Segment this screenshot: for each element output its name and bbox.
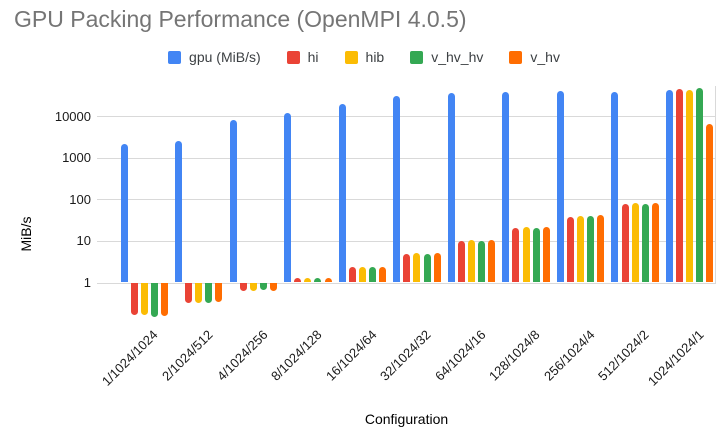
x-tick-label-8-1024-128: 8/1024/128 [268,327,325,384]
bar-gpu-mib-s--128-1024-8 [502,91,510,283]
bar-v-hv-hv-512-1024-2 [641,203,649,283]
bar-gpu-mib-s--1-1024-1024 [120,144,128,283]
bar-hib-256-1024-4 [577,216,585,283]
bar-v-hv-128-1024-8 [542,227,550,283]
x-tick-label-16-1024-64: 16/1024/64 [322,327,380,384]
bar-gpu-mib-s--2-1024-512 [175,141,183,283]
bar-hib-1024-1024-1 [686,89,694,283]
bar-v-hv-32-1024-32 [433,253,441,283]
gridline-1000 [97,157,716,159]
chart-legend: gpu (MiB/s) hi hib v_hv_hv v_hv [0,48,728,66]
gridline-10000 [97,116,716,118]
legend-swatch-icon [168,50,182,64]
bar-v-hv-1-1024-1024 [160,282,168,316]
bar-hib-1-1024-1024 [140,282,148,315]
bar-hib-4-1024-256 [249,282,257,291]
legend-item-v-hv: v_hv [509,49,560,65]
legend-item-hib: hib [344,49,385,65]
y-tick-label-1: 1 [83,275,91,290]
x-tick-label-1024-1024-1: 1024/1024/1 [644,327,707,389]
bar-hi-8-1024-128 [294,278,302,283]
x-tick-label-64-1024-16: 64/1024/16 [431,327,489,384]
bar-v-hv-4-1024-256 [270,282,277,291]
legend-item-v-hv-hv: v_hv_hv [410,49,483,65]
bar-v-hv-64-1024-16 [488,240,496,283]
legend-item-gpu-mib-s-: gpu (MiB/s) [168,49,261,65]
plot-right-border [715,86,716,284]
bar-hi-16-1024-64 [348,266,356,283]
x-tick-label-128-1024-8: 128/1024/8 [486,327,543,384]
gridline-100 [97,199,716,201]
bar-hi-32-1024-32 [403,254,411,283]
bar-v-hv-hv-128-1024-8 [532,228,540,283]
x-tick-label-256-1024-4: 256/1024/4 [540,327,598,384]
y-tick-label-10000: 10000 [54,108,91,124]
bar-hi-4-1024-256 [239,282,247,292]
bar-v-hv-hv-1024-1024-1 [696,87,704,283]
bar-v-hv-hv-64-1024-16 [478,240,486,283]
bar-gpu-mib-s--512-1024-2 [611,91,619,283]
bar-hi-2-1024-512 [185,282,193,303]
bar-v-hv-1024-1024-1 [706,124,714,283]
bar-v-hv-hv-4-1024-256 [259,282,267,291]
bar-hi-256-1024-4 [567,217,574,283]
bar-gpu-mib-s--8-1024-128 [284,112,292,283]
bar-hib-16-1024-64 [358,267,366,283]
bar-hib-128-1024-8 [522,227,530,283]
bar-hi-1024-1024-1 [676,88,684,283]
bar-hi-128-1024-8 [512,228,520,283]
legend-label: v_hv [530,49,560,65]
legend-swatch-icon [410,50,424,64]
bar-v-hv-hv-1-1024-1024 [150,282,158,317]
bar-gpu-mib-s--64-1024-16 [447,93,455,283]
chart-title: GPU Packing Performance (OpenMPI 4.0.5) [14,6,467,32]
y-tick-label-100: 100 [69,191,91,207]
bar-gpu-mib-s--32-1024-32 [393,95,401,283]
bar-hib-8-1024-128 [304,277,312,283]
bar-hib-512-1024-2 [631,202,639,283]
x-tick-label-2-1024-512: 2/1024/512 [158,327,216,384]
y-tick-label-1000: 1000 [62,150,91,166]
bar-gpu-mib-s--4-1024-256 [229,120,237,283]
legend-swatch-icon [509,50,523,64]
legend-label: hib [365,49,385,65]
bar-v-hv-8-1024-128 [324,277,332,283]
bar-gpu-mib-s--1024-1024-1 [666,89,673,283]
bar-v-hv-hv-16-1024-64 [369,266,376,283]
legend-swatch-icon [344,50,358,64]
gridline-1 [97,282,716,284]
bar-v-hv-hv-256-1024-4 [587,216,595,283]
legend-swatch-icon [286,50,300,64]
legend-label: v_hv_hv [431,49,484,65]
bar-v-hv-2-1024-512 [215,282,223,302]
bar-v-hv-16-1024-64 [379,267,387,283]
x-tick-label-512-1024-2: 512/1024/2 [595,327,652,384]
y-axis-title: MiB/s [18,216,34,252]
bar-hib-32-1024-32 [413,253,421,283]
legend-label: gpu (MiB/s) [189,49,261,65]
bar-hi-64-1024-16 [457,240,465,283]
x-tick-label-4-1024-256: 4/1024/256 [213,327,271,384]
bar-v-hv-hv-32-1024-32 [423,253,431,283]
gridline-10 [97,240,716,242]
y-tick-label-10: 10 [76,233,91,249]
bar-v-hv-hv-8-1024-128 [314,278,322,283]
x-tick-label-32-1024-32: 32/1024/32 [377,327,434,384]
bar-v-hv-hv-2-1024-512 [205,282,213,303]
bar-hib-2-1024-512 [195,282,203,304]
legend-item-hi: hi [286,49,319,65]
bar-gpu-mib-s--256-1024-4 [556,90,564,283]
bar-hib-64-1024-16 [468,240,475,283]
bar-v-hv-512-1024-2 [651,203,659,283]
bar-gpu-mib-s--16-1024-64 [338,103,346,283]
legend-label: hi [307,49,319,65]
bar-hi-512-1024-2 [621,204,629,283]
x-tick-label-1-1024-1024: 1/1024/1024 [99,327,161,389]
bar-v-hv-256-1024-4 [597,214,605,283]
x-axis-title: Configuration [364,411,449,427]
bar-hi-1-1024-1024 [130,282,138,315]
